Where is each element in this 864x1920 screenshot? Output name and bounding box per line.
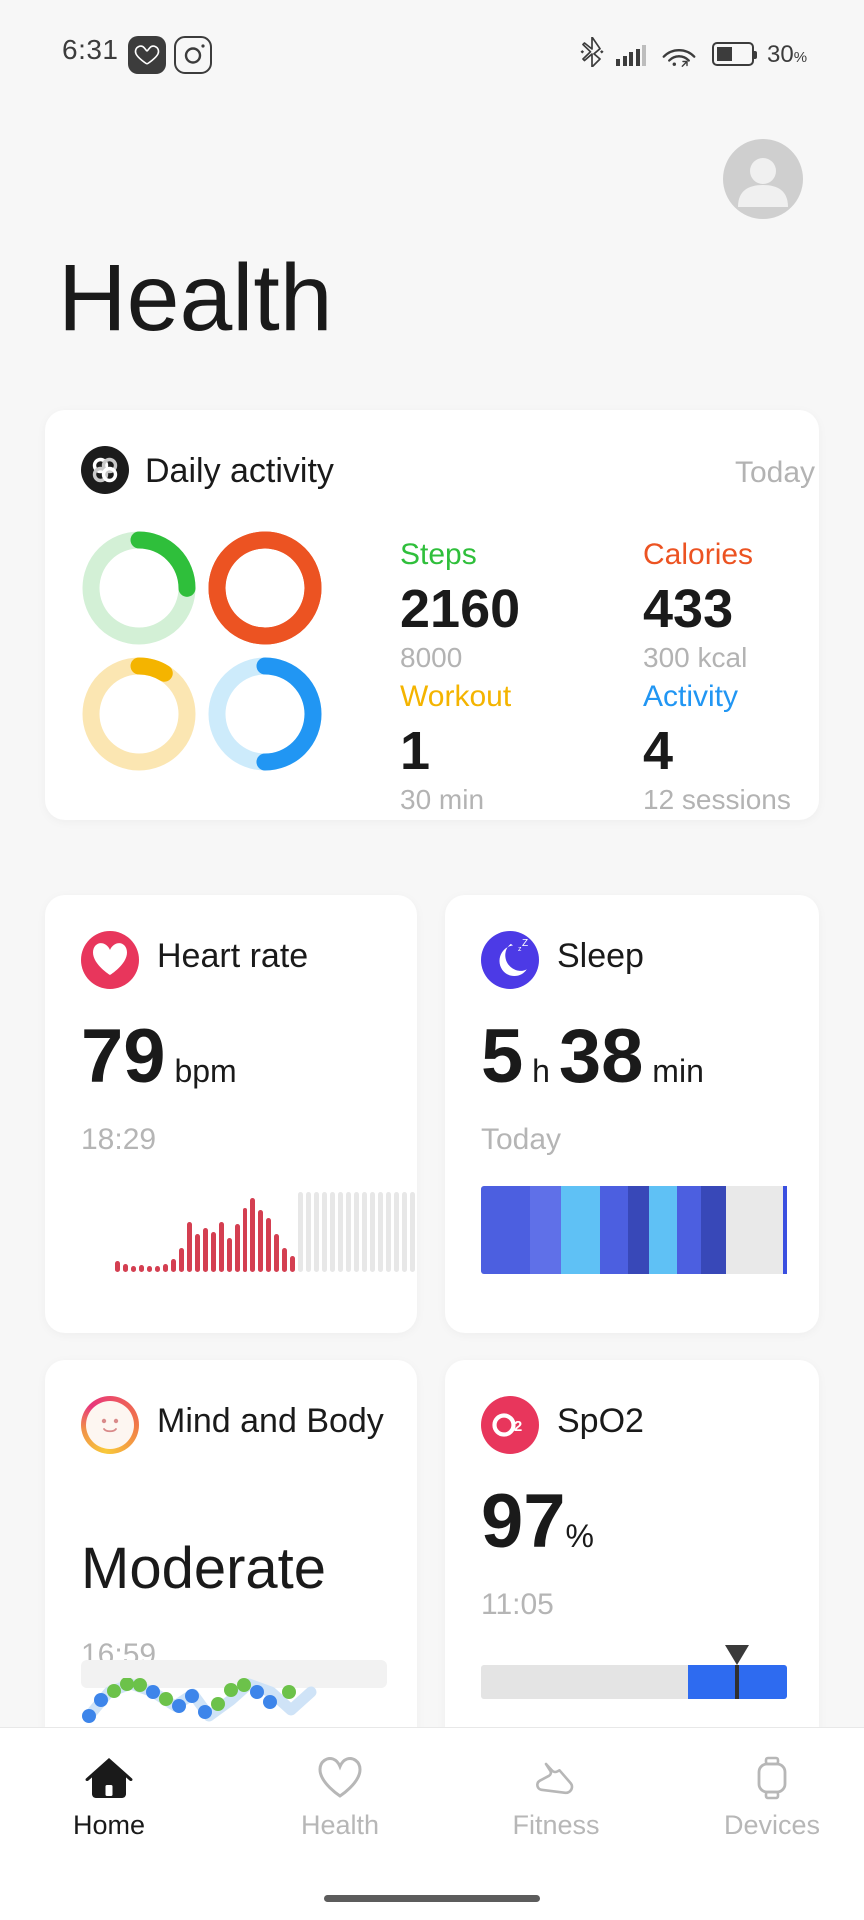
svg-text:2: 2 bbox=[514, 1418, 522, 1435]
svg-text:Z: Z bbox=[522, 938, 528, 949]
